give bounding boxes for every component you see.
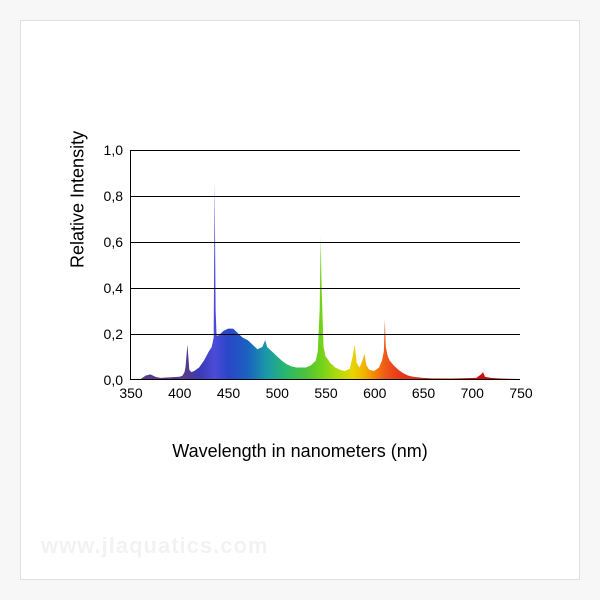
gridline <box>131 242 520 243</box>
y-tick-label: 0,6 <box>104 234 123 250</box>
x-tick-label: 600 <box>363 385 386 401</box>
chart-card: Relative Intensity 0,00,20,40,60,81,0350… <box>20 20 580 580</box>
gridline <box>131 150 520 151</box>
gridline <box>131 196 520 197</box>
x-tick-label: 750 <box>509 385 532 401</box>
x-axis-label: Wavelength in nanometers (nm) <box>172 441 427 462</box>
x-tick-label: 450 <box>217 385 240 401</box>
watermark-text: www.jlaquatics.com <box>41 533 268 559</box>
y-tick-label: 0,4 <box>104 280 123 296</box>
chart-container: Relative Intensity 0,00,20,40,60,81,0350… <box>60 130 540 470</box>
x-tick-label: 700 <box>461 385 484 401</box>
spectrum-svg <box>131 150 520 379</box>
x-tick-label: 550 <box>314 385 337 401</box>
plot-area: 0,00,20,40,60,81,03504004505005506006507… <box>130 150 520 380</box>
gridline <box>131 288 520 289</box>
spectrum-area <box>131 182 520 379</box>
y-tick-label: 0,2 <box>104 326 123 342</box>
x-tick-label: 350 <box>119 385 142 401</box>
x-tick-label: 650 <box>412 385 435 401</box>
y-tick-label: 0,8 <box>104 188 123 204</box>
gridline <box>131 334 520 335</box>
x-tick-label: 500 <box>266 385 289 401</box>
x-tick-label: 400 <box>168 385 191 401</box>
y-tick-label: 1,0 <box>104 142 123 158</box>
y-axis-label: Relative Intensity <box>68 131 89 268</box>
